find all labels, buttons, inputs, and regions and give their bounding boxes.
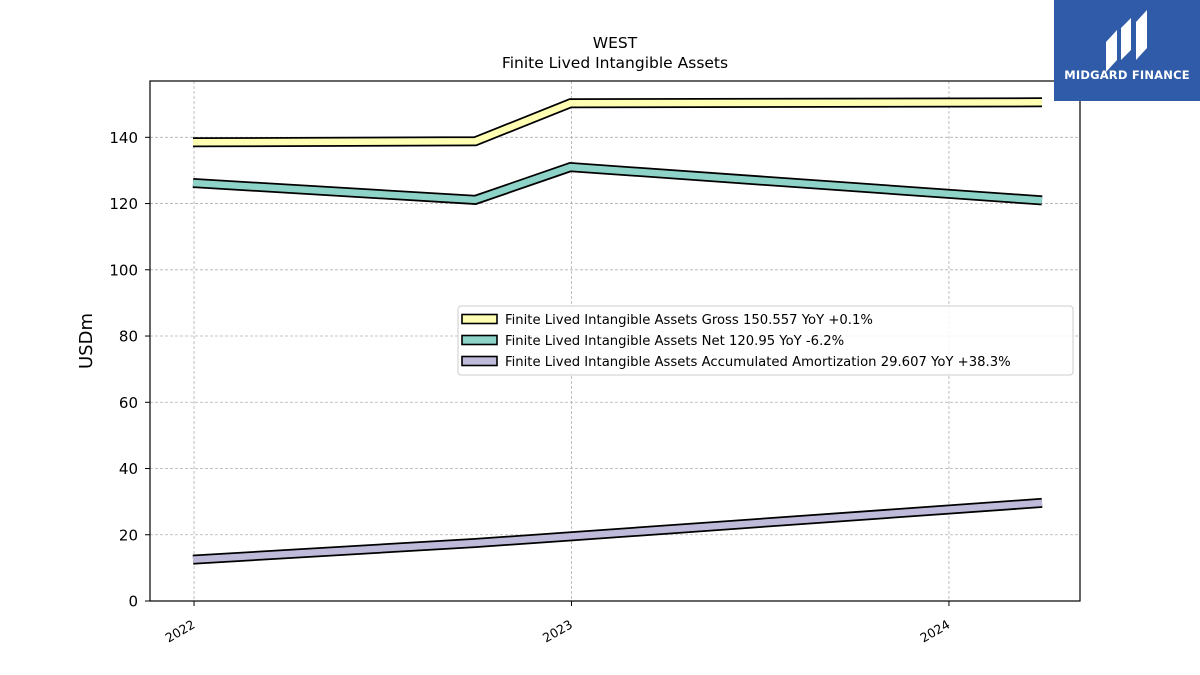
y-axis-label: USDm [76,313,97,369]
legend-label: Finite Lived Intangible Assets Gross 150… [505,313,873,328]
y-tick-label: 40 [119,460,138,478]
legend-swatch [461,355,498,367]
legend-label: Finite Lived Intangible Assets Accumulat… [505,355,1011,370]
x-axis: 2022 2023 2024 [162,601,952,646]
legend-swatch [461,334,498,346]
series-1 [192,97,1043,148]
series-line [192,99,1043,146]
legend-swatch [461,313,498,325]
brand-logo: MIDGARD FINANCE [1054,0,1200,101]
y-tick-label: 0 [128,593,138,611]
logo-mark-icon [1106,10,1147,72]
y-tick-label: 80 [119,328,138,346]
legend-label: Finite Lived Intangible Assets Net 120.9… [505,334,844,349]
series-2 [192,162,1043,206]
chart-title: WEST [593,34,638,52]
legend-box [457,305,1074,376]
y-tick-label: 60 [119,394,138,412]
brand-name: MIDGARD FINANCE [1064,68,1190,82]
x-tick-label: 2024 [917,617,952,646]
series-layer [192,97,1043,565]
y-tick-label: 100 [109,261,138,279]
y-axis: 0 20 40 60 80 100 120 140 [109,129,150,611]
series-line-outline [192,97,1043,148]
series-3 [192,497,1043,565]
legend: Finite Lived Intangible Assets Gross 150… [457,305,1074,376]
chart-subtitle: Finite Lived Intangible Assets [502,54,728,72]
y-tick-label: 120 [109,195,138,213]
series-line [192,163,1043,204]
plot-frame [149,80,1081,602]
y-tick-label: 20 [119,526,138,544]
y-tick-label: 140 [109,129,138,147]
x-tick-label: 2022 [162,617,197,646]
x-tick-label: 2023 [540,617,575,646]
series-line [192,499,1043,563]
